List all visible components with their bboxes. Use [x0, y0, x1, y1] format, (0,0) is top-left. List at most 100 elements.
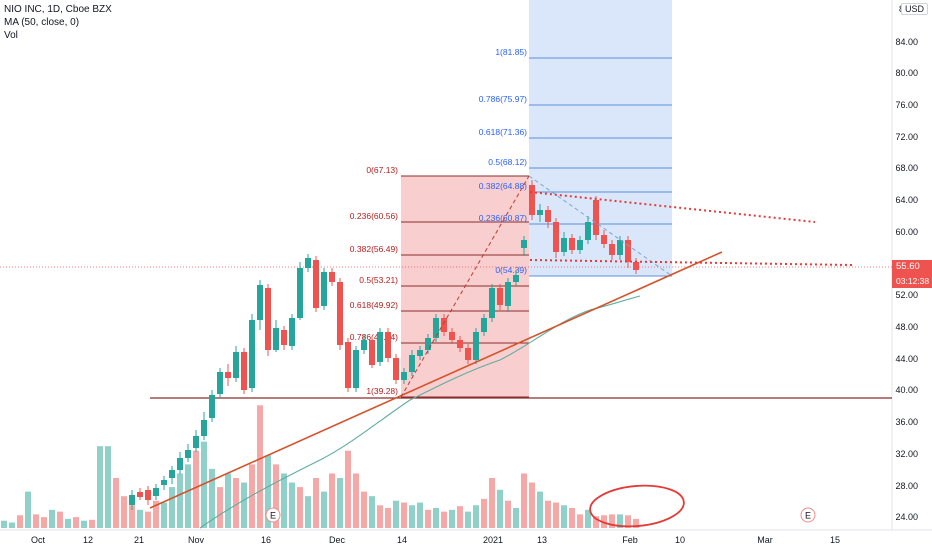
candle-body[interactable]	[209, 395, 215, 418]
fib-retracement[interactable]: 0(67.13) 0.236(60.56) 0.382(56.49) 0.5(53.2…	[350, 165, 529, 398]
candle-body[interactable]	[529, 185, 535, 215]
volume-bar	[465, 511, 471, 528]
candle-body[interactable]	[185, 450, 191, 458]
price-tick-label: 36.00	[895, 417, 918, 427]
candlesticks[interactable]	[129, 180, 639, 510]
candle-body[interactable]	[489, 288, 495, 318]
volume-bar	[89, 519, 95, 528]
candle-body[interactable]	[321, 272, 327, 306]
volume-bar	[337, 478, 343, 528]
candle-body[interactable]	[385, 332, 391, 358]
horizontal-support-dotted[interactable]	[529, 259, 853, 266]
candle-body[interactable]	[425, 338, 431, 350]
time-tick-label: 10	[675, 535, 685, 545]
earnings-marker[interactable]: E	[265, 507, 281, 523]
fib-extension[interactable]: 1(81.85) 0.786(75.97) 0.618(71.36) 0.5(68.1…	[479, 0, 672, 277]
candle-body[interactable]	[153, 488, 159, 496]
candle-body[interactable]	[593, 200, 599, 235]
volume-bar	[409, 505, 415, 528]
candle-body[interactable]	[609, 244, 615, 255]
candle-body[interactable]	[297, 268, 303, 318]
candle-body[interactable]	[265, 288, 271, 350]
volume-bar	[393, 500, 399, 528]
candle-body[interactable]	[497, 288, 503, 305]
candle-body[interactable]	[281, 330, 287, 345]
candle-body[interactable]	[257, 285, 263, 320]
candle-body[interactable]	[505, 282, 511, 306]
candle-body[interactable]	[361, 340, 367, 350]
candle-body[interactable]	[249, 320, 255, 388]
candle-body[interactable]	[313, 260, 319, 308]
volume-bar	[65, 518, 71, 528]
candle-body[interactable]	[393, 358, 399, 380]
candle-body[interactable]	[233, 352, 239, 378]
fib-level-label: 1(39.28)	[366, 386, 398, 396]
candle-body[interactable]	[225, 372, 231, 378]
candle-body[interactable]	[473, 332, 479, 360]
candle-body[interactable]	[345, 342, 351, 388]
volume-bar	[513, 508, 519, 528]
volume-bar	[593, 516, 599, 528]
volume-bar	[33, 514, 39, 528]
candle-body[interactable]	[193, 436, 199, 448]
candle-body[interactable]	[305, 258, 311, 268]
volume-bar	[41, 517, 47, 528]
volume-bar	[633, 518, 639, 528]
candle-body[interactable]	[273, 328, 279, 350]
time-axis[interactable]: Oct 12 21 Nov 16 Dec 14 2021 13 Feb 10 Mar 15	[31, 535, 840, 545]
candle-body[interactable]	[409, 355, 415, 372]
candle-body[interactable]	[145, 490, 151, 500]
candle-body[interactable]	[553, 222, 559, 252]
symbol-title[interactable]: NIO INC, 1D, Cboe BZX	[4, 4, 112, 15]
candle-body[interactable]	[561, 238, 567, 252]
candle-body[interactable]	[417, 350, 423, 356]
candle-body[interactable]	[217, 372, 223, 394]
candle-body[interactable]	[585, 222, 591, 240]
rising-trendline[interactable]	[149, 251, 723, 509]
time-tick-label: Feb	[622, 535, 638, 545]
candle-body[interactable]	[449, 332, 455, 340]
currency-button[interactable]: USD	[900, 3, 928, 15]
candle-body[interactable]	[401, 372, 407, 380]
candle-body[interactable]	[369, 340, 375, 365]
candle-body[interactable]	[625, 240, 631, 262]
candle-body[interactable]	[241, 352, 247, 390]
candle-body[interactable]	[337, 282, 343, 345]
candle-body[interactable]	[177, 458, 183, 470]
fib-extension-label: 1(81.85)	[495, 47, 527, 57]
candle-body[interactable]	[457, 340, 463, 348]
candle-body[interactable]	[545, 210, 551, 222]
candle-body[interactable]	[377, 332, 383, 362]
candle-body[interactable]	[569, 238, 575, 250]
svg-text:E: E	[805, 511, 811, 521]
candle-body[interactable]	[537, 210, 543, 215]
candle-body[interactable]	[161, 480, 167, 485]
earnings-marker[interactable]: E	[800, 507, 816, 523]
volume-bar	[209, 468, 215, 528]
candle-body[interactable]	[441, 318, 447, 332]
candle-body[interactable]	[521, 240, 527, 248]
candle-body[interactable]	[633, 262, 639, 270]
volume-bar	[369, 496, 375, 528]
candle-body[interactable]	[169, 470, 175, 478]
candle-body[interactable]	[353, 350, 359, 388]
volume-indicator-label[interactable]: Vol	[4, 30, 18, 41]
candle-body[interactable]	[329, 272, 335, 282]
candle-body[interactable]	[289, 318, 295, 346]
volume-bar	[233, 478, 239, 528]
candle-body[interactable]	[137, 492, 143, 497]
candle-body[interactable]	[513, 275, 519, 282]
candle-body[interactable]	[129, 495, 135, 505]
candle-body[interactable]	[433, 318, 439, 338]
volume-bar	[561, 505, 567, 528]
candle-body[interactable]	[617, 240, 623, 255]
candle-body[interactable]	[465, 348, 471, 360]
ma-indicator-label[interactable]: MA (50, close, 0)	[4, 17, 80, 28]
candle-body[interactable]	[201, 420, 207, 436]
candle-body[interactable]	[481, 318, 487, 332]
candle-body[interactable]	[601, 235, 607, 244]
volume-bar	[17, 515, 23, 528]
candle-body[interactable]	[577, 240, 583, 250]
volume-bar	[313, 478, 319, 528]
